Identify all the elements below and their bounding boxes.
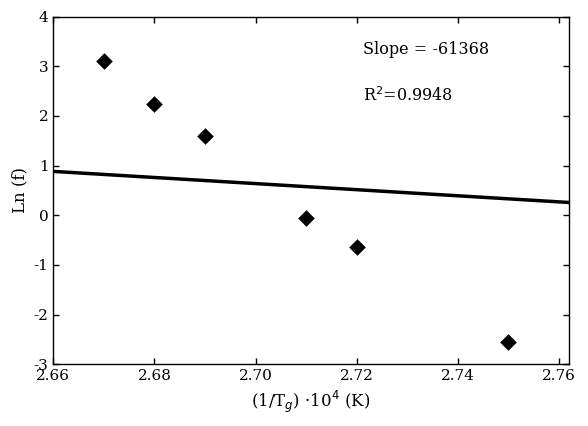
Text: R$^2$=0.9948: R$^2$=0.9948 — [363, 86, 453, 105]
Point — [201, 132, 210, 139]
Point — [150, 100, 159, 107]
Point — [503, 338, 513, 345]
X-axis label: (1/T$_g$) ·10$^4$ (K): (1/T$_g$) ·10$^4$ (K) — [252, 389, 371, 415]
Text: Slope = -61368: Slope = -61368 — [363, 41, 489, 58]
Point — [99, 58, 109, 65]
Point — [352, 244, 362, 251]
Y-axis label: Ln (f): Ln (f) — [11, 167, 28, 213]
Point — [302, 214, 311, 221]
